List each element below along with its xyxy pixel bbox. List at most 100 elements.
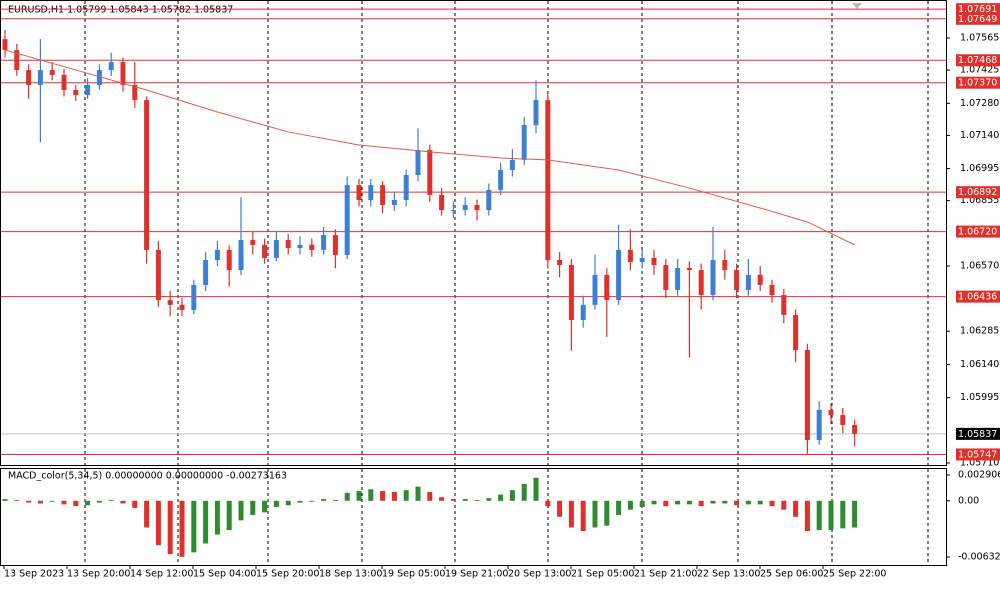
- candle-body: [226, 249, 232, 271]
- candle-body: [852, 424, 858, 434]
- macd-bar: [403, 490, 409, 501]
- macd-bar: [793, 500, 799, 517]
- y-tick-label: 1.06285: [960, 326, 999, 337]
- macd-bar: [745, 500, 751, 505]
- candle-body: [285, 240, 291, 249]
- candle-body: [309, 244, 315, 250]
- macd-bar: [144, 500, 150, 528]
- macd-panel: [0, 468, 947, 566]
- level-label: 1.05747: [958, 449, 997, 460]
- level-label-bg: [956, 186, 1000, 199]
- candle-body: [356, 185, 362, 200]
- macd-bar: [262, 500, 268, 513]
- candle-body: [214, 249, 220, 260]
- macd-bar: [61, 500, 67, 505]
- candle-body: [627, 249, 633, 263]
- candle-body: [179, 304, 185, 310]
- macd-bar: [309, 500, 315, 502]
- last-price-label-bg: [956, 427, 1000, 440]
- candle-body: [132, 84, 138, 101]
- macd-bar: [474, 499, 480, 501]
- x-tick-label: 22 Sep 13:00: [697, 569, 760, 580]
- macd-bar: [450, 499, 456, 501]
- macd-bar: [391, 491, 397, 501]
- x-tick-label: 25 Sep 06:00: [760, 569, 823, 580]
- candle-body: [155, 249, 161, 301]
- candle-body: [427, 150, 433, 195]
- macd-bar: [380, 491, 386, 501]
- macd-bar: [545, 500, 551, 507]
- candle-body: [73, 90, 79, 96]
- candle-body: [781, 295, 787, 315]
- candle-body: [722, 259, 728, 271]
- level-label: 1.07691: [958, 4, 997, 15]
- candle-body: [757, 274, 763, 285]
- level-label: 1.07468: [958, 55, 997, 66]
- macd-bar: [675, 500, 681, 505]
- indicator-title: MACD_color(5,34,5) 0.00000000 0.00000000…: [8, 471, 287, 482]
- macd-bar: [37, 500, 43, 504]
- candle-body: [238, 240, 244, 271]
- macd-bar: [415, 486, 421, 501]
- candle-body: [14, 49, 20, 71]
- level-label: 1.06720: [958, 227, 997, 238]
- candle-body: [816, 410, 822, 441]
- candle-body: [85, 84, 91, 96]
- candle-body: [698, 270, 704, 296]
- macd-bar: [486, 498, 492, 501]
- macd-bar: [639, 500, 645, 508]
- macd-bar: [285, 500, 291, 506]
- candle-body: [498, 169, 504, 190]
- macd-bar: [273, 500, 279, 508]
- candle-body: [61, 74, 67, 91]
- macd-bar: [73, 500, 79, 507]
- shift-marker: [852, 3, 862, 9]
- macd-bar: [2, 499, 8, 501]
- macd-bar: [616, 500, 622, 516]
- candle-body: [167, 300, 173, 305]
- candle-body: [580, 304, 586, 321]
- y-tick-label: 1.07425: [960, 65, 999, 76]
- candle-body: [273, 240, 279, 258]
- macd-bar: [120, 500, 126, 504]
- level-label-bg: [956, 290, 1000, 303]
- x-tick-label: 21 Sep 21:00: [634, 569, 697, 580]
- macd-bar: [710, 500, 716, 504]
- macd-bar: [439, 497, 445, 501]
- x-tick-label: 19 Sep 21:00: [445, 569, 508, 580]
- candle-body: [462, 205, 468, 211]
- price-panel: [0, 0, 947, 466]
- candle-body: [521, 125, 527, 160]
- candle-body: [651, 257, 657, 266]
- macd-tick-label: 0.0029069: [958, 470, 1000, 481]
- macd-bar: [781, 500, 787, 510]
- candle-body: [332, 235, 338, 255]
- macd-bar: [179, 500, 185, 557]
- y-tick-label: 1.06140: [960, 359, 999, 370]
- candle-body: [96, 70, 102, 85]
- candle-body: [745, 274, 751, 290]
- macd-bar: [840, 500, 846, 529]
- candle-body: [486, 189, 492, 211]
- level-label-bg: [956, 12, 1000, 25]
- candle-body: [203, 259, 209, 285]
- macd-bar: [604, 500, 610, 526]
- last-price-label: 1.05837: [958, 429, 997, 440]
- candle-body: [2, 39, 8, 50]
- chart-title: EURUSD,H1 1.05799 1.05843 1.05782 1.0583…: [8, 5, 233, 16]
- macd-bar: [203, 500, 209, 544]
- macd-bar: [14, 499, 20, 501]
- macd-tick-label: -0.0063268: [958, 551, 1000, 562]
- candle-body: [474, 205, 480, 211]
- candle-body: [403, 175, 409, 200]
- candle-body: [450, 210, 456, 212]
- macd-bar: [191, 500, 197, 553]
- candle-body: [120, 62, 126, 85]
- candle-body: [262, 244, 268, 258]
- candle-body: [663, 265, 669, 290]
- moving-average: [4, 49, 855, 246]
- macd-bar: [332, 499, 338, 501]
- level-label-bg: [956, 448, 1000, 461]
- candle-body: [49, 70, 55, 75]
- candle-body: [108, 62, 114, 71]
